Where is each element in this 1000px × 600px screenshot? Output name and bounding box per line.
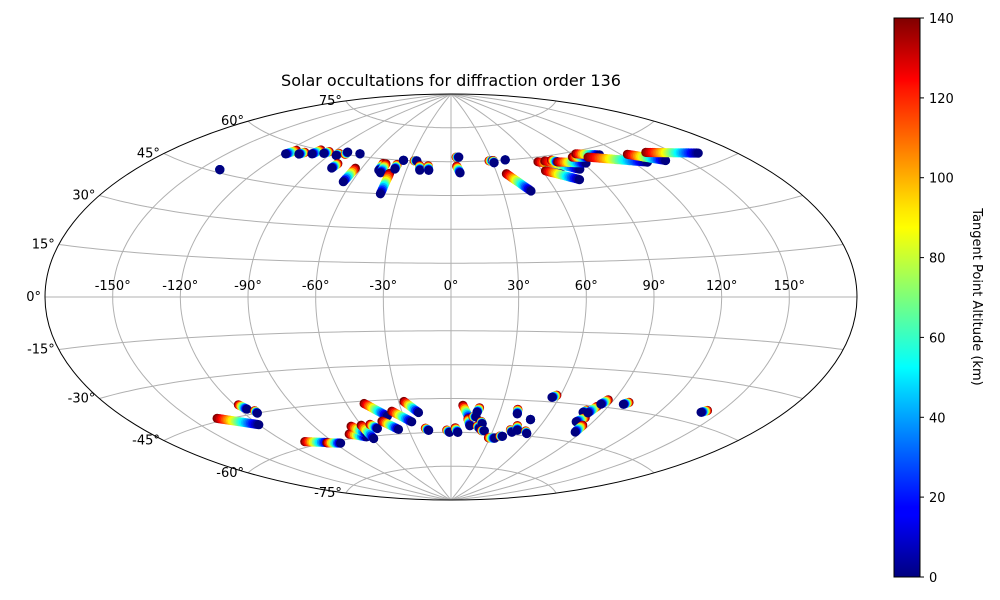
colorbar-tick-label: 60 bbox=[929, 331, 946, 346]
occultation-point bbox=[693, 148, 703, 158]
lon-tick-label: -90° bbox=[234, 279, 262, 294]
lon-tick-label: -120° bbox=[162, 279, 198, 294]
occultation-point bbox=[242, 404, 252, 414]
data-points bbox=[212, 145, 713, 448]
occultation-point bbox=[215, 165, 225, 175]
lat-tick-label: 30° bbox=[72, 189, 95, 204]
occultation-point bbox=[454, 152, 464, 162]
occultation-point bbox=[319, 148, 329, 158]
lat-tick-label: 45° bbox=[137, 147, 160, 162]
lon-tick-label: 30° bbox=[507, 279, 530, 294]
parallel-gridline bbox=[58, 244, 844, 264]
occultation-point bbox=[375, 168, 386, 178]
parallel-gridline bbox=[163, 153, 739, 196]
occultation-point bbox=[570, 427, 580, 437]
occultation-point bbox=[413, 407, 424, 418]
occultation-point bbox=[338, 177, 348, 187]
parallel-gridline bbox=[345, 465, 557, 494]
occultation-point bbox=[375, 189, 385, 199]
occultation-point bbox=[583, 408, 593, 418]
lon-tick-label: 0° bbox=[444, 279, 459, 294]
parallel-gridline bbox=[99, 364, 803, 399]
lat-tick-label: -30° bbox=[68, 392, 96, 407]
occultation-point bbox=[252, 408, 262, 418]
occultation-point bbox=[489, 158, 499, 168]
occultation-point bbox=[307, 149, 317, 159]
occultation-point bbox=[415, 165, 425, 175]
colorbar-tick-label: 40 bbox=[929, 411, 946, 426]
lat-tick-label: 75° bbox=[319, 94, 342, 109]
colorbar-tick-label: 140 bbox=[929, 12, 954, 27]
lon-tick-label: 120° bbox=[706, 279, 737, 294]
colorbar-tick-label: 20 bbox=[929, 491, 946, 506]
occultation-point bbox=[512, 425, 523, 435]
lon-tick-label: 60° bbox=[575, 279, 598, 294]
lat-tick-label: 60° bbox=[221, 114, 244, 129]
occultation-point bbox=[618, 399, 629, 409]
occultation-point bbox=[477, 419, 487, 429]
occultation-point bbox=[369, 433, 379, 444]
colorbar-tick-label: 80 bbox=[929, 252, 946, 267]
occultation-point bbox=[596, 399, 606, 409]
parallel-gridline bbox=[99, 195, 803, 230]
colorbar-ticks: 0 20 40 60 80 100 120 140 bbox=[920, 12, 954, 586]
occultation-point bbox=[453, 427, 463, 437]
lon-tick-labels: -150° -120° -90° -60° -30° 0° 30° 60° 90° 120° 150… bbox=[95, 279, 805, 294]
occultation-point bbox=[398, 155, 409, 165]
occultation-point bbox=[455, 168, 465, 178]
colorbar-tick-label: 120 bbox=[929, 92, 954, 107]
chart-title: Solar occultations for diffraction order… bbox=[281, 71, 621, 90]
lat-tick-label: -15° bbox=[27, 343, 55, 358]
occultation-point bbox=[336, 438, 346, 448]
occultation-point bbox=[497, 431, 508, 441]
map-boundary bbox=[44, 93, 858, 501]
colorbar-label: Tangent Point Altitude (km) bbox=[969, 207, 984, 385]
occultation-point bbox=[407, 417, 417, 427]
lon-tick-label: -60° bbox=[302, 279, 330, 294]
occultation-point bbox=[254, 420, 264, 430]
colorbar-tick-label: 100 bbox=[929, 172, 954, 187]
lon-tick-label: -30° bbox=[369, 279, 397, 294]
occultation-point bbox=[355, 149, 365, 159]
occultation-point bbox=[424, 165, 434, 175]
colorbar-tick-label: 0 bbox=[929, 571, 937, 586]
parallel-gridline bbox=[247, 120, 655, 163]
parallel-gridline bbox=[163, 398, 739, 441]
occultation-point bbox=[372, 423, 382, 434]
occultation-point bbox=[343, 147, 353, 157]
occultation-point bbox=[424, 425, 434, 435]
lat-tick-label: -45° bbox=[132, 434, 160, 449]
lon-tick-label: 150° bbox=[774, 279, 805, 294]
occultation-point bbox=[390, 164, 400, 174]
occultation-point bbox=[281, 149, 291, 159]
occultation-point bbox=[294, 149, 304, 159]
parallel-gridline bbox=[58, 330, 844, 350]
occultation-point bbox=[547, 392, 557, 402]
occultation-point bbox=[696, 407, 706, 417]
occultation-point bbox=[574, 175, 585, 185]
occultation-point bbox=[472, 407, 482, 417]
grid bbox=[45, 94, 857, 500]
occultation-point bbox=[526, 186, 536, 196]
occultation-point bbox=[327, 163, 337, 173]
occultation-point bbox=[512, 409, 522, 419]
lat-tick-label: 15° bbox=[32, 238, 55, 253]
occultation-point bbox=[500, 155, 510, 165]
occultation-point bbox=[479, 426, 489, 436]
lat-tick-label: -75° bbox=[314, 486, 342, 501]
parallel-gridline bbox=[345, 100, 557, 129]
lat-tick-label: -60° bbox=[216, 466, 244, 481]
occultation-point bbox=[465, 421, 475, 431]
occultation-point bbox=[525, 414, 536, 425]
lon-tick-label: -150° bbox=[95, 279, 131, 294]
lon-tick-label: 90° bbox=[642, 279, 665, 294]
occultation-point bbox=[393, 424, 404, 434]
lat-tick-label: 0° bbox=[26, 290, 41, 305]
occultation-point bbox=[331, 150, 341, 161]
occultation-point bbox=[522, 428, 532, 439]
colorbar bbox=[893, 17, 921, 578]
lat-tick-labels: -75° -60° -45° -30° -15° 0° 15° 30° 45° 60° 75° bbox=[26, 94, 342, 501]
occultation-point bbox=[661, 155, 671, 166]
